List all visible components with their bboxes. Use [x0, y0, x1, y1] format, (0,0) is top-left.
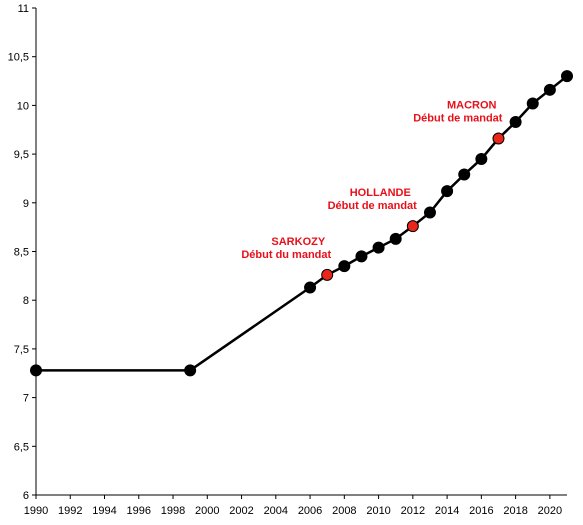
- annotation-label: Début du mandat: [241, 249, 331, 261]
- highlight-data-point: [492, 132, 505, 145]
- data-point: [372, 241, 385, 254]
- x-tick-label: 2004: [264, 505, 288, 517]
- y-tick-label: 11: [18, 3, 29, 15]
- data-point: [475, 152, 488, 165]
- x-tick-label: 2014: [435, 505, 459, 517]
- data-point: [355, 250, 368, 263]
- x-tick-label: 2008: [332, 505, 356, 517]
- data-point: [184, 364, 197, 377]
- x-tick-label: 2012: [401, 505, 425, 517]
- y-tick-label: 8: [23, 295, 29, 307]
- data-point: [441, 185, 454, 198]
- y-tick-label: 7: [23, 393, 29, 405]
- annotation-label: HOLLANDE: [350, 187, 411, 199]
- x-tick-label: 2016: [469, 505, 493, 517]
- highlight-data-point: [321, 268, 334, 281]
- data-point: [509, 115, 522, 128]
- x-tick-label: 2010: [366, 505, 390, 517]
- y-tick-label: 9,5: [14, 149, 29, 161]
- highlight-data-point: [406, 220, 419, 233]
- data-point: [543, 83, 556, 96]
- x-tick-label: 2020: [538, 505, 562, 517]
- annotation-label: MACRON: [447, 100, 497, 112]
- data-point: [304, 281, 317, 294]
- data-point: [561, 70, 573, 83]
- data-point: [30, 364, 42, 377]
- x-tick-label: 1994: [92, 505, 116, 517]
- y-tick-label: 10: [17, 100, 29, 112]
- x-tick-label: 1996: [127, 505, 151, 517]
- chart-axes: 6 6,5 7 7,5 8 8,5 9 9,5 10 10,5 11 1990 1992 1994 1996…: [8, 3, 567, 517]
- y-tick-label: 10,5: [8, 52, 29, 64]
- annotation-label: SARKOZY: [271, 236, 325, 248]
- data-point: [423, 206, 436, 219]
- chart-points: [30, 70, 573, 377]
- data-point: [389, 232, 402, 245]
- x-tick-label: 1998: [161, 505, 185, 517]
- annotation-label: Début de mandat: [413, 113, 503, 125]
- x-tick-label: 2006: [298, 505, 322, 517]
- x-tick-label: 1992: [58, 505, 82, 517]
- x-tick-label: 2018: [503, 505, 527, 517]
- y-tick-label: 7,5: [14, 344, 29, 356]
- data-point: [338, 260, 351, 273]
- y-tick-label: 6,5: [14, 441, 29, 453]
- y-tick-label: 9: [23, 198, 29, 210]
- data-point: [458, 168, 471, 181]
- data-point: [526, 97, 539, 110]
- x-tick-label: 2002: [229, 505, 253, 517]
- annotation-label: Début de mandat: [328, 200, 418, 212]
- x-tick-label: 2000: [195, 505, 219, 517]
- y-tick-label: 8,5: [14, 247, 29, 259]
- y-tick-label: 6: [23, 490, 29, 502]
- x-tick-label: 1990: [24, 505, 48, 517]
